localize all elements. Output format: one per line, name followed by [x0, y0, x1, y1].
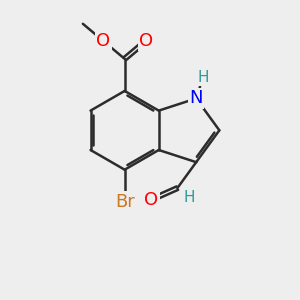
Text: H: H	[197, 70, 209, 85]
Text: Br: Br	[115, 193, 134, 211]
Text: N: N	[189, 89, 203, 107]
Text: H: H	[184, 190, 195, 205]
Text: O: O	[145, 190, 159, 208]
Text: O: O	[96, 32, 110, 50]
Text: O: O	[139, 32, 153, 50]
